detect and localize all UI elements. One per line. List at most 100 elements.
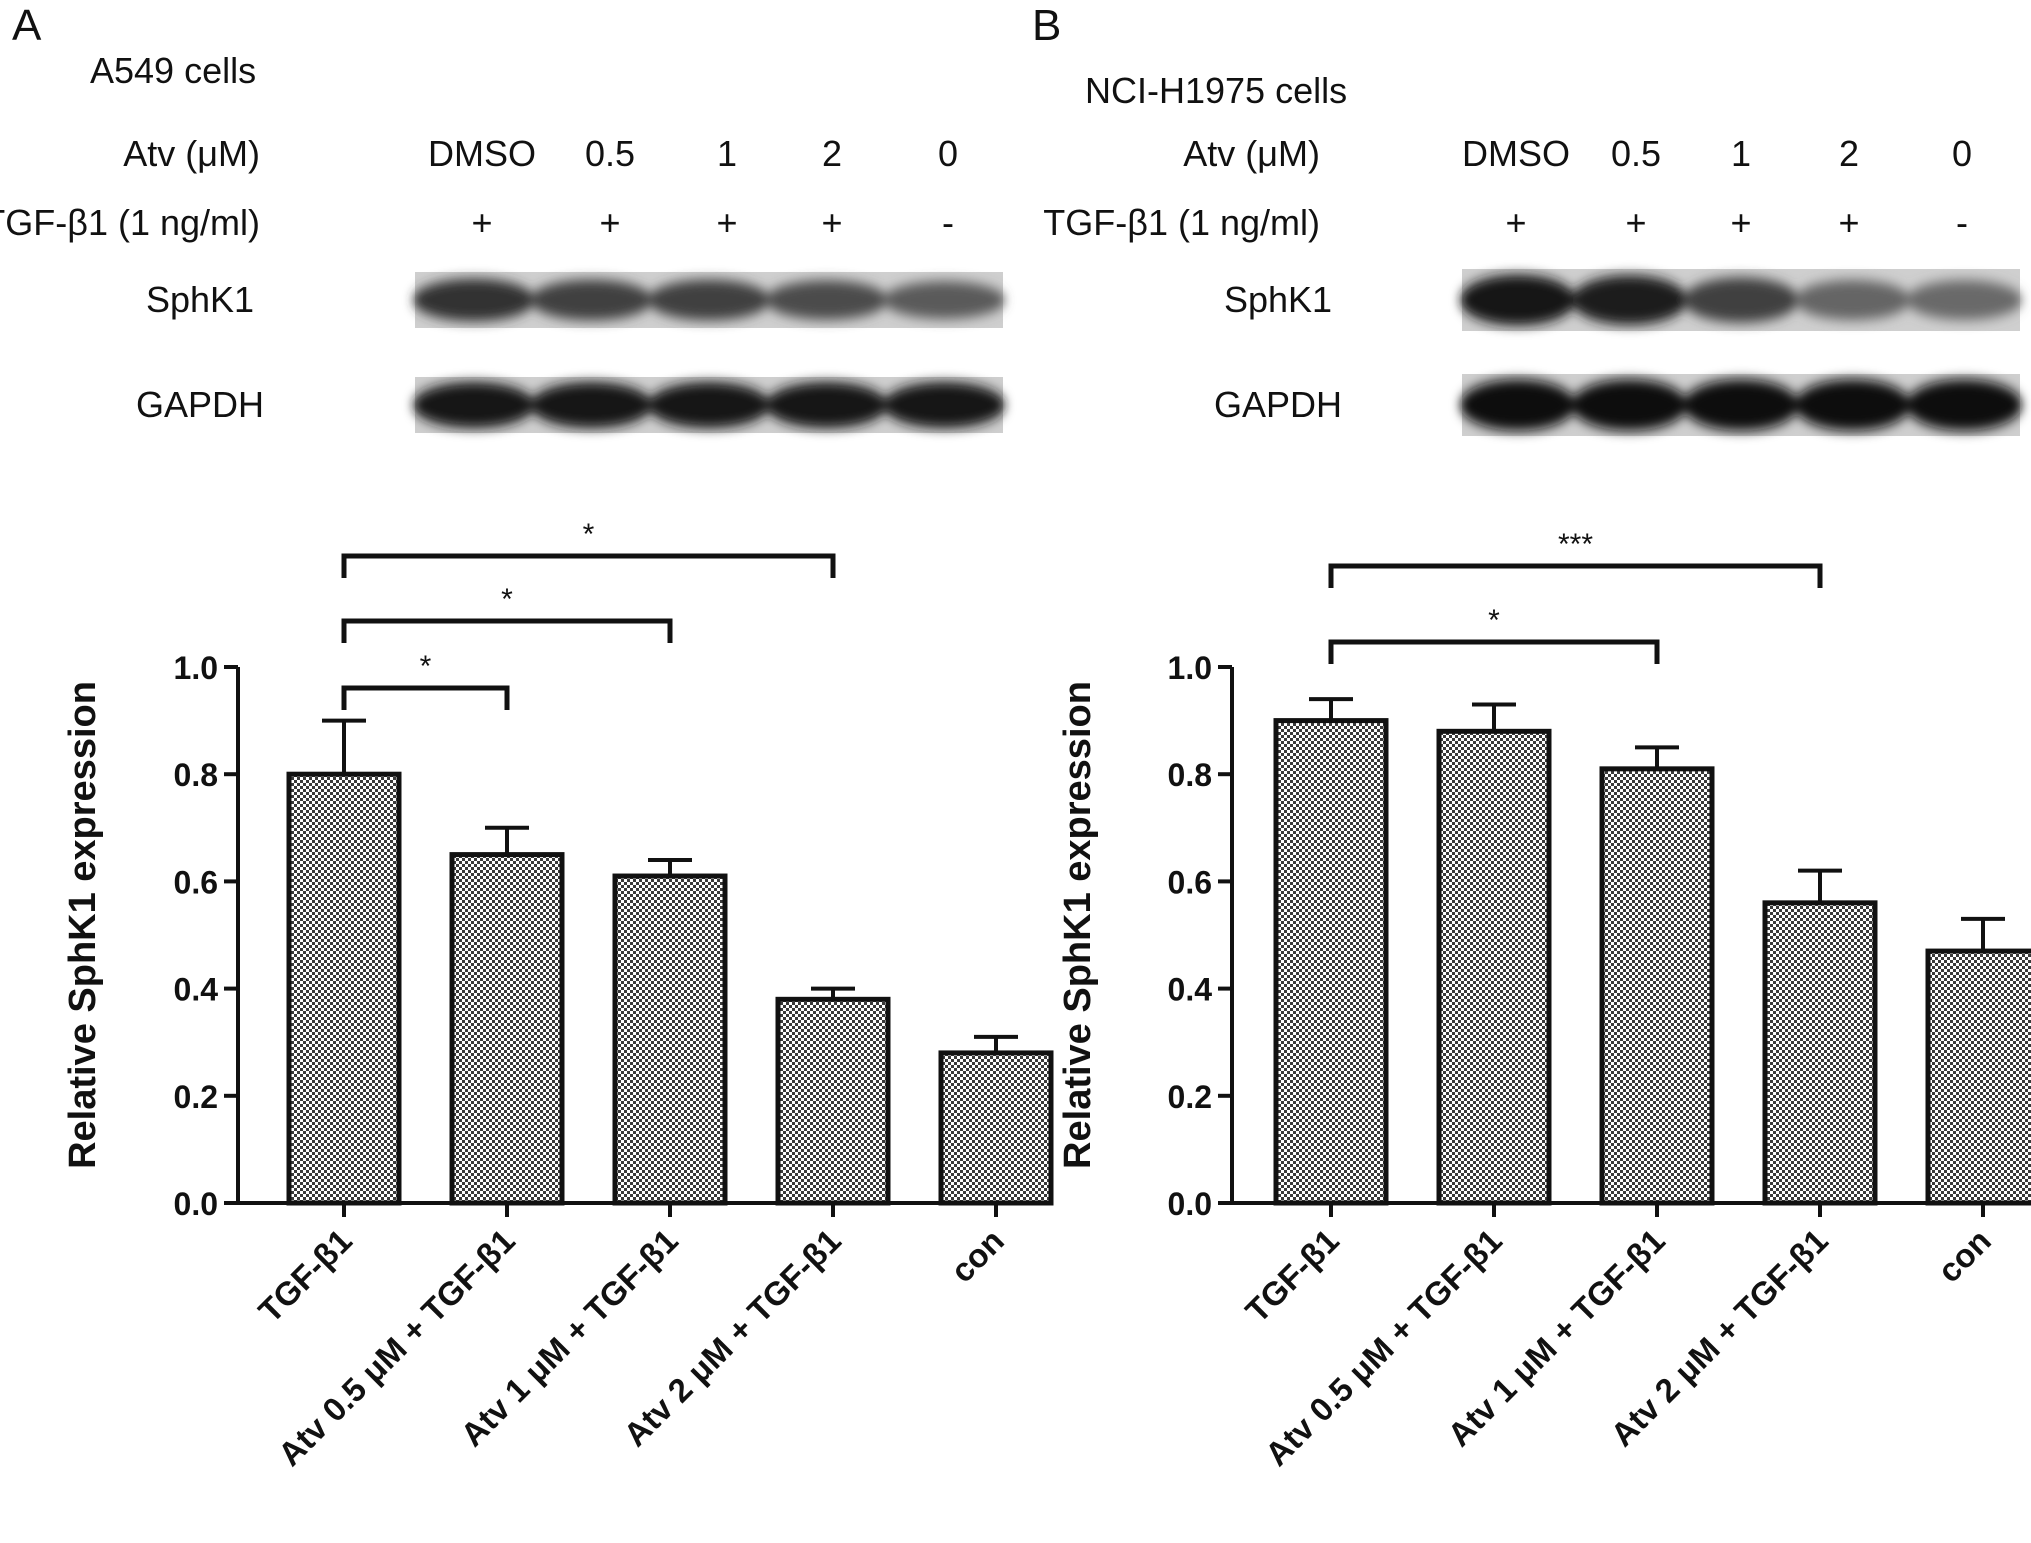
treatment-value: +	[1505, 202, 1526, 243]
significance-label: *	[1488, 604, 1500, 637]
blot-band	[1571, 275, 1688, 325]
treatment-row-label: Atv (μM)	[1183, 133, 1320, 174]
bracket-line	[1328, 563, 1823, 588]
blot-band	[647, 279, 771, 321]
blot-band	[1682, 277, 1800, 323]
significance-label: *	[583, 518, 595, 551]
blot-band	[765, 382, 888, 428]
treatment-value: DMSO	[428, 133, 536, 174]
bracket-line	[341, 685, 510, 710]
significance-bracket: ***	[1328, 528, 1823, 588]
y-tick-label: 0.0	[1168, 1186, 1212, 1222]
y-tick-label: 0.2	[174, 1079, 218, 1115]
y-tick-label: 0.8	[1168, 757, 1212, 793]
treatment-value: +	[1838, 202, 1859, 243]
y-tick-label: 0.4	[1168, 972, 1213, 1008]
bar	[612, 873, 728, 1206]
treatment-value: 0.5	[585, 133, 635, 174]
bar	[938, 1050, 1054, 1206]
x-tick-label: con	[943, 1222, 1011, 1290]
blot-band	[1459, 379, 1576, 431]
panel-b: B NCI-H1975 cells Atv (μM) DMSO 0.5 1 2 0 TGF-β1…	[1032, 1, 2023, 436]
bar	[449, 852, 565, 1206]
blot-band	[765, 280, 888, 320]
y-axis-label: Relative SphK1 expression	[1057, 681, 1099, 1169]
blot-bands-sphk1	[1459, 274, 2023, 326]
bracket-line	[341, 618, 673, 643]
treatment-row-label: TGF-β1 (1 ng/ml)	[0, 202, 260, 243]
treatment-value: 1	[1731, 133, 1751, 174]
significance-label: *	[501, 583, 513, 616]
x-tick-label: TGF-β1	[251, 1222, 359, 1330]
blot-band	[1459, 274, 1576, 326]
treatment-row-label: TGF-β1 (1 ng/ml)	[1043, 202, 1320, 243]
blot-bands-sphk1	[412, 278, 1006, 322]
treatment-value: 2	[1839, 133, 1859, 174]
treatment-value: +	[1625, 202, 1646, 243]
cell-line-title: A549 cells	[90, 50, 256, 91]
y-axis-label: Relative SphK1 expression	[62, 681, 104, 1169]
treatment-value: 0	[1952, 133, 1972, 174]
blot-band	[883, 382, 1006, 428]
bar	[1436, 728, 1552, 1206]
blot-bands-gapdh	[412, 382, 1006, 428]
x-tick-label: TGF-β1	[1238, 1222, 1346, 1330]
y-tick-label: 0.4	[174, 972, 219, 1008]
blot-label-gapdh: GAPDH	[1214, 384, 1342, 425]
blot-band	[1794, 379, 1911, 431]
significance-bracket: *	[341, 583, 673, 643]
significance-bracket: *	[1328, 604, 1660, 664]
blot-band	[1906, 379, 2023, 431]
y-tick-label: 0.6	[174, 864, 218, 900]
treatment-value: +	[1730, 202, 1751, 243]
bar	[286, 771, 402, 1206]
blot-band	[1794, 279, 1911, 321]
treatment-value: 0.5	[1611, 133, 1661, 174]
significance-label: *	[420, 650, 432, 683]
bar	[1925, 948, 2031, 1206]
blot-band	[530, 382, 653, 428]
treatment-value: +	[599, 202, 620, 243]
cell-line-title: NCI-H1975 cells	[1085, 70, 1347, 111]
panel-letter: A	[12, 1, 42, 50]
panel-a: A A549 cells Atv (μM) DMSO 0.5 1 2 0 TGF-β1 (1 n…	[0, 1, 1006, 433]
treatment-value: +	[471, 202, 492, 243]
treatment-value: +	[716, 202, 737, 243]
y-tick-label: 0.2	[1168, 1079, 1212, 1115]
significance-label: ***	[1558, 528, 1593, 561]
significance-bracket: *	[341, 650, 510, 710]
treatment-value: 0	[938, 133, 958, 174]
blot-bands-gapdh	[1459, 379, 2023, 431]
bracket-line	[1328, 639, 1660, 664]
y-tick-label: 0.0	[174, 1186, 218, 1222]
blot-band	[412, 382, 535, 428]
bar	[1599, 766, 1715, 1206]
treatment-row-label: Atv (μM)	[123, 133, 260, 174]
blot-band	[1571, 379, 1688, 431]
blot-label-sphk1: SphK1	[146, 279, 254, 320]
blot-label-sphk1: SphK1	[1224, 279, 1332, 320]
bar	[775, 996, 891, 1206]
panel-letter: B	[1032, 1, 1061, 50]
bar	[1762, 900, 1878, 1206]
bar	[1273, 718, 1389, 1206]
blot-band	[647, 382, 771, 428]
y-tick-label: 1.0	[1168, 650, 1212, 686]
blot-band	[412, 278, 535, 322]
bar-chart-b: 0.0 0.2 0.4 0.6 0.8 1.0 Relative SphK1 express…	[1057, 528, 2031, 1473]
y-tick-label: 0.8	[174, 757, 218, 793]
significance-bracket: *	[341, 518, 836, 578]
treatment-value: +	[821, 202, 842, 243]
x-tick-label: con	[1930, 1222, 1998, 1290]
y-tick-label: 1.0	[174, 650, 218, 686]
treatment-value: 2	[822, 133, 842, 174]
bar-chart-a: 0.0 0.2 0.4 0.6 0.8 1.0 Relative SphK1 express…	[62, 518, 1054, 1473]
treatment-value: -	[1956, 202, 1968, 243]
blot-band	[530, 279, 653, 321]
treatment-value: DMSO	[1462, 133, 1570, 174]
treatment-value: 1	[717, 133, 737, 174]
y-tick-label: 0.6	[1168, 864, 1212, 900]
blot-label-gapdh: GAPDH	[136, 384, 264, 425]
blot-band	[1906, 280, 2023, 320]
